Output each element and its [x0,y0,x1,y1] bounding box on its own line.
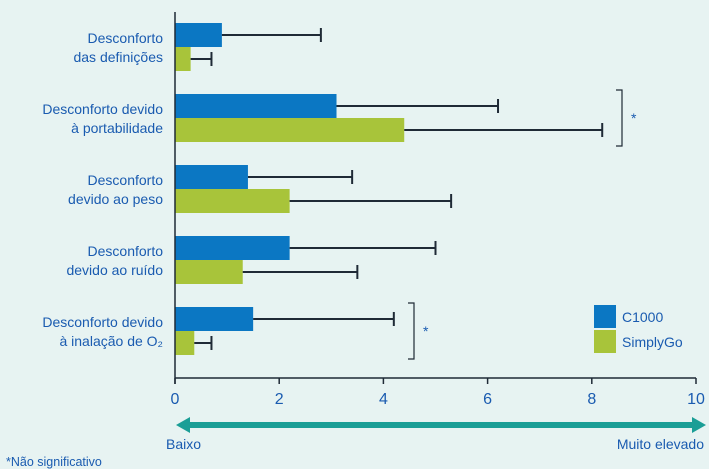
legend-swatch-simplygo [594,330,616,353]
category-label-0-1: das definições [73,49,163,65]
category-label-1-0: Desconforto devido [42,101,163,117]
x-tick-label-4: 4 [379,391,388,408]
category-label-2-0: Desconforto [88,172,164,188]
bar-simplygo-0 [175,47,191,71]
legend-label-simplygo: SimplyGo [622,334,683,350]
x-tick-label-6: 6 [483,391,492,408]
bar-c1000-3 [175,236,290,260]
scale-high-label: Muito elevado [617,436,704,452]
category-label-2-1: devido ao peso [68,191,163,207]
bar-simplygo-3 [175,260,243,284]
bar-simplygo-1 [175,118,405,142]
bar-c1000-1 [175,94,337,118]
x-tick-label-2: 2 [275,391,284,408]
significance-label-4: * [423,323,429,339]
significance-label-1: * [631,110,637,126]
bar-c1000-0 [175,23,222,47]
category-label-1-1: à portabilidade [71,120,163,136]
category-label-3-0: Desconforto [88,243,164,259]
category-label-4-1: à inalação de O₂ [59,333,163,349]
category-label-4-0: Desconforto devido [42,314,163,330]
x-tick-label-8: 8 [587,391,596,408]
scale-low-label: Baixo [166,436,201,452]
bar-simplygo-4 [175,331,195,355]
bar-c1000-4 [175,307,254,331]
category-label-0-0: Desconforto [88,30,164,46]
scale-arrow-left-head [176,417,190,433]
legend-label-c1000: C1000 [622,309,663,325]
footnote: *Não significativo [6,455,102,469]
significance-bracket-1 [616,89,623,147]
bar-simplygo-2 [175,189,290,213]
scale-arrow-right-head [692,417,706,433]
bar-c1000-2 [175,165,248,189]
category-label-3-1: devido ao ruído [66,262,163,278]
legend-swatch-c1000 [594,305,616,328]
x-tick-label-10: 10 [687,391,705,408]
significance-bracket-4 [408,302,415,360]
x-tick-label-0: 0 [171,391,180,408]
